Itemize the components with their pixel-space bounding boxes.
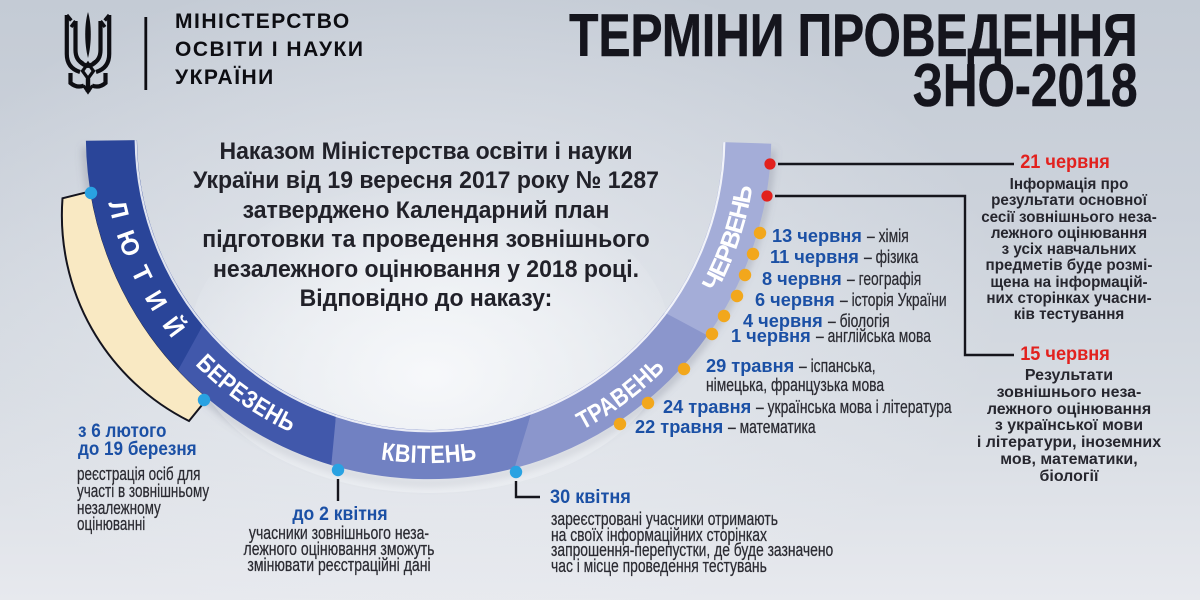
svg-text:КВІТЕНЬ: КВІТЕНЬ bbox=[380, 438, 478, 469]
